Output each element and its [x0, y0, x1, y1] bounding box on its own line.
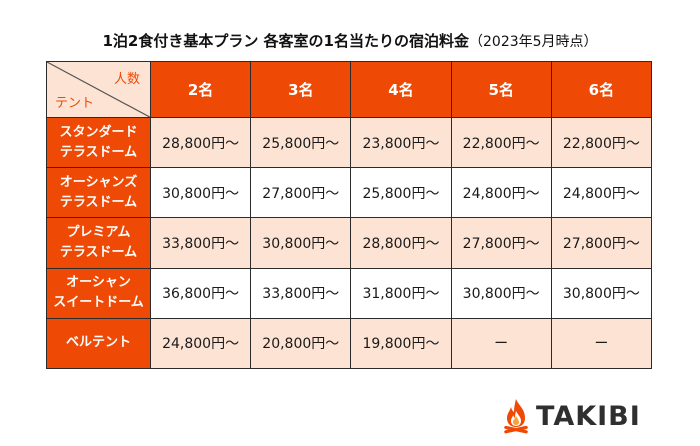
row-label-oceans-terrace-dome: オーシャンズ テラスドーム [46, 167, 151, 219]
price-cell: 36,800円～ [149, 267, 252, 319]
price-cell: 24,800円～ [450, 167, 552, 219]
row-label-line: スイートドーム [53, 295, 144, 311]
table-row: オーシャン スイートドーム 36,800円～ 33,800円～ 31,800円～… [46, 267, 653, 319]
title-note: （2023年5月時点） [469, 34, 598, 50]
table-row: ベルテント 24,800円～ 20,800円～ 19,800円～ ー ー [46, 317, 653, 370]
header-6-people: 6名 [550, 60, 653, 119]
campfire-icon [504, 399, 528, 434]
title-main: 1泊2食付き基本プラン 各客室の1名当たりの宿泊料金 [102, 32, 469, 50]
price-cell: 28,800円～ [149, 117, 252, 169]
header-3-people: 3名 [250, 60, 352, 119]
header-2-people: 2名 [149, 60, 252, 119]
price-cell: 30,800円～ [250, 217, 352, 269]
price-cell: 30,800円～ [149, 167, 252, 219]
header-4-people: 4名 [350, 60, 452, 119]
row-label-standard-terrace-dome: スタンダード テラスドーム [46, 117, 151, 169]
price-cell: 24,800円～ [550, 167, 653, 219]
brand-logo: TAKIBI [500, 396, 641, 436]
row-label-line: オーシャン [66, 275, 131, 291]
row-label-line: ベルテント [65, 335, 131, 351]
price-cell: 27,800円～ [250, 167, 352, 219]
price-cell: 25,800円～ [250, 117, 352, 169]
corner-label-tent: テント [55, 96, 95, 112]
corner-label-people: 人数 [113, 72, 140, 87]
row-label-ocean-suite-dome: オーシャン スイートドーム [46, 267, 151, 319]
price-cell: 31,800円～ [350, 267, 452, 319]
corner-cell: 人数 テント [46, 60, 151, 119]
price-cell: 33,800円～ [250, 267, 352, 319]
row-label-premium-terrace-dome: プレミアム テラスドーム [46, 217, 151, 269]
price-cell: 27,800円～ [550, 217, 653, 269]
price-cell: 22,800円～ [450, 117, 552, 169]
price-cell: 24,800円～ [149, 317, 252, 370]
price-cell: 20,800円～ [250, 317, 352, 370]
price-cell: 23,800円～ [350, 117, 452, 169]
row-label-line: スタンダード [59, 124, 138, 140]
price-cell: 19,800円～ [350, 317, 452, 370]
price-cell: 28,800円～ [350, 217, 452, 269]
price-cell: 27,800円～ [450, 217, 552, 269]
price-table: 人数 テント 2名 3名 4名 5名 6名 スタンダード テラスドーム 28,8… [46, 60, 653, 370]
diagonal-divider [47, 62, 150, 117]
row-label-line: テラスドーム [59, 194, 138, 210]
price-cell: 25,800円～ [350, 167, 452, 219]
price-cell: 30,800円～ [550, 267, 653, 319]
price-cell: ー [450, 317, 552, 370]
row-label-line: オーシャンズ [59, 174, 138, 190]
header-5-people: 5名 [450, 60, 552, 119]
price-cell: 33,800円～ [149, 217, 252, 269]
table-row: プレミアム テラスドーム 33,800円～ 30,800円～ 28,800円～ … [46, 217, 653, 269]
row-label-line: テラスドーム [59, 144, 138, 160]
row-label-line: テラスドーム [59, 245, 138, 261]
header-row: 人数 テント 2名 3名 4名 5名 6名 [46, 60, 653, 119]
price-cell: 30,800円～ [450, 267, 552, 319]
page-title: 1泊2食付き基本プラン 各客室の1名当たりの宿泊料金（2023年5月時点） [0, 30, 700, 51]
row-label-bell-tent: ベルテント [46, 317, 151, 370]
table-row: オーシャンズ テラスドーム 30,800円～ 27,800円～ 25,800円～… [46, 167, 653, 219]
table-row: スタンダード テラスドーム 28,800円～ 25,800円～ 23,800円～… [46, 117, 653, 169]
row-label-line: プレミアム [66, 225, 131, 241]
price-cell: ー [550, 317, 653, 370]
price-cell: 22,800円～ [550, 117, 653, 169]
brand-name: TAKIBI [536, 400, 641, 432]
